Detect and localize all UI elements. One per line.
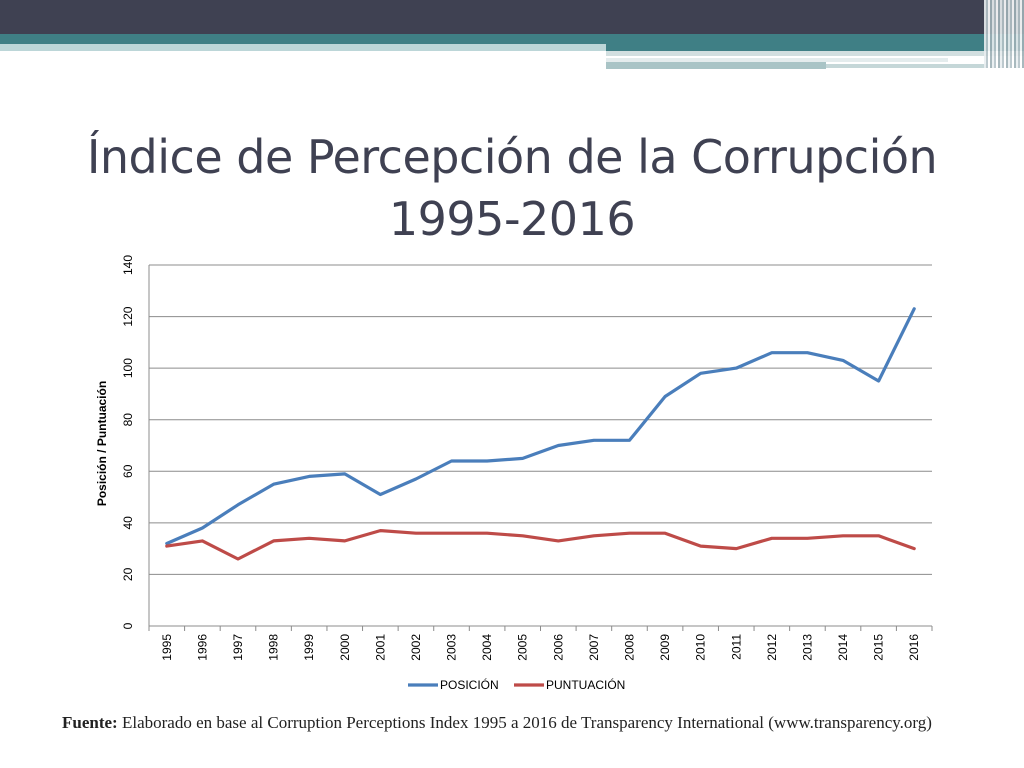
x-tick-label: 2008 [622, 634, 636, 661]
header-band-accent [606, 58, 948, 62]
source-text: Elaborado en base al Corruption Percepti… [117, 713, 932, 732]
x-tick-label: 2007 [587, 634, 601, 661]
series-line-posicion [165, 307, 916, 546]
source-note: Fuente: Elaborado en base al Corruption … [62, 712, 962, 733]
y-tick-label: 60 [121, 464, 135, 478]
header-stripes [984, 0, 1024, 68]
legend-label: POSICIÓN [440, 677, 499, 692]
x-tick-label: 2002 [409, 634, 423, 661]
legend: POSICIÓN PUNTUACIÓN [408, 677, 625, 692]
x-tick-label: 2011 [729, 634, 743, 660]
y-tick-label: 100 [121, 358, 135, 378]
y-tick-label: 20 [121, 567, 135, 581]
x-tick-label: 1998 [267, 634, 281, 661]
x-tick-labels: 1995 1996 1997 1998 1999 2000 2001 2002 2003 2004… [160, 634, 921, 661]
y-tick-label: 120 [121, 306, 135, 326]
x-tick-label: 2003 [445, 634, 459, 661]
y-tick-labels: 0 20 40 60 80 100 120 140 [121, 255, 135, 630]
legend-label: PUNTUACIÓN [546, 677, 625, 692]
x-tick-label: 2001 [373, 634, 387, 661]
series-line-puntuacion [165, 528, 916, 561]
x-tick-label: 2012 [765, 634, 779, 661]
x-tick-label: 2015 [872, 634, 886, 661]
series-lines [165, 307, 916, 561]
slide-title-line1: Índice de Percepción de la Corrupción [86, 130, 938, 184]
x-tick-label: 1997 [231, 634, 245, 661]
header-band-dark [0, 0, 1024, 34]
header-band-light [0, 44, 606, 51]
slide-title-line2: 1995-2016 [388, 192, 636, 246]
y-tick-label: 140 [121, 255, 135, 275]
x-tick-label: 2016 [907, 634, 921, 661]
source-label: Fuente: [62, 713, 118, 732]
x-tick-label: 2005 [516, 634, 530, 661]
x-tick-label: 1996 [195, 634, 209, 661]
y-tick-label: 0 [121, 622, 135, 629]
x-tick-label: 2013 [800, 634, 814, 661]
header-band-accent [606, 51, 1024, 56]
y-tick-label: 40 [121, 516, 135, 530]
header-band-accent [606, 62, 826, 69]
y-tick-label: 80 [121, 413, 135, 427]
y-axis-label: Posición / Puntuación [95, 381, 109, 506]
x-tick-label: 2004 [480, 634, 494, 661]
slide-title: Índice de Percepción de la Corrupción 19… [40, 126, 984, 250]
x-tick-label: 1995 [160, 634, 174, 661]
x-tick-label: 2009 [658, 634, 672, 661]
x-tick-label: 2010 [694, 634, 708, 661]
x-tick-label: 2000 [338, 634, 352, 661]
header-band-accent [826, 64, 986, 68]
gridlines [148, 264, 933, 631]
x-tick-label: 2006 [551, 634, 565, 661]
x-tick-label: 1999 [302, 634, 316, 661]
x-tick-label: 2014 [836, 634, 850, 661]
